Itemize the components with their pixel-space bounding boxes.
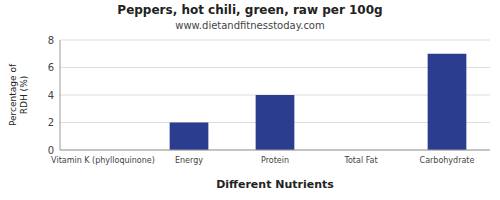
y-axis-label: Percentage ofRDH (%): [8, 63, 29, 126]
chart: Peppers, hot chili, green, raw per 100g w…: [0, 0, 500, 200]
y-axis-line: [60, 40, 61, 150]
y-axis-label-line: Percentage of: [8, 63, 18, 126]
subtitle: www.dietandfitnesstoday.com: [175, 20, 324, 31]
grid-line: [60, 150, 490, 151]
y-tick-label: 2: [48, 117, 54, 128]
x-axis-label: Different Nutrients: [216, 178, 334, 191]
y-tick-label: 0: [48, 145, 54, 156]
bars: [170, 54, 467, 150]
x-tick-label: Energy: [175, 156, 203, 165]
grid-line: [60, 67, 490, 68]
x-axis-line: [60, 150, 490, 151]
title: Peppers, hot chili, green, raw per 100g: [117, 3, 382, 17]
y-tick-label: 4: [48, 90, 54, 101]
y-axis-label-line: RDH (%): [19, 76, 29, 114]
y-tick-label: 6: [48, 62, 54, 73]
x-tick-label: Carbohydrate: [420, 156, 475, 165]
x-tick-label: Total Fat: [343, 156, 377, 165]
bar: [170, 123, 209, 151]
x-tick-label: Protein: [261, 156, 289, 165]
bar: [428, 54, 467, 150]
x-tick-label: Vitamin K (phylloquinone): [51, 156, 155, 165]
bar: [256, 95, 295, 150]
grid-line: [60, 40, 490, 41]
y-tick-label: 8: [48, 35, 54, 46]
